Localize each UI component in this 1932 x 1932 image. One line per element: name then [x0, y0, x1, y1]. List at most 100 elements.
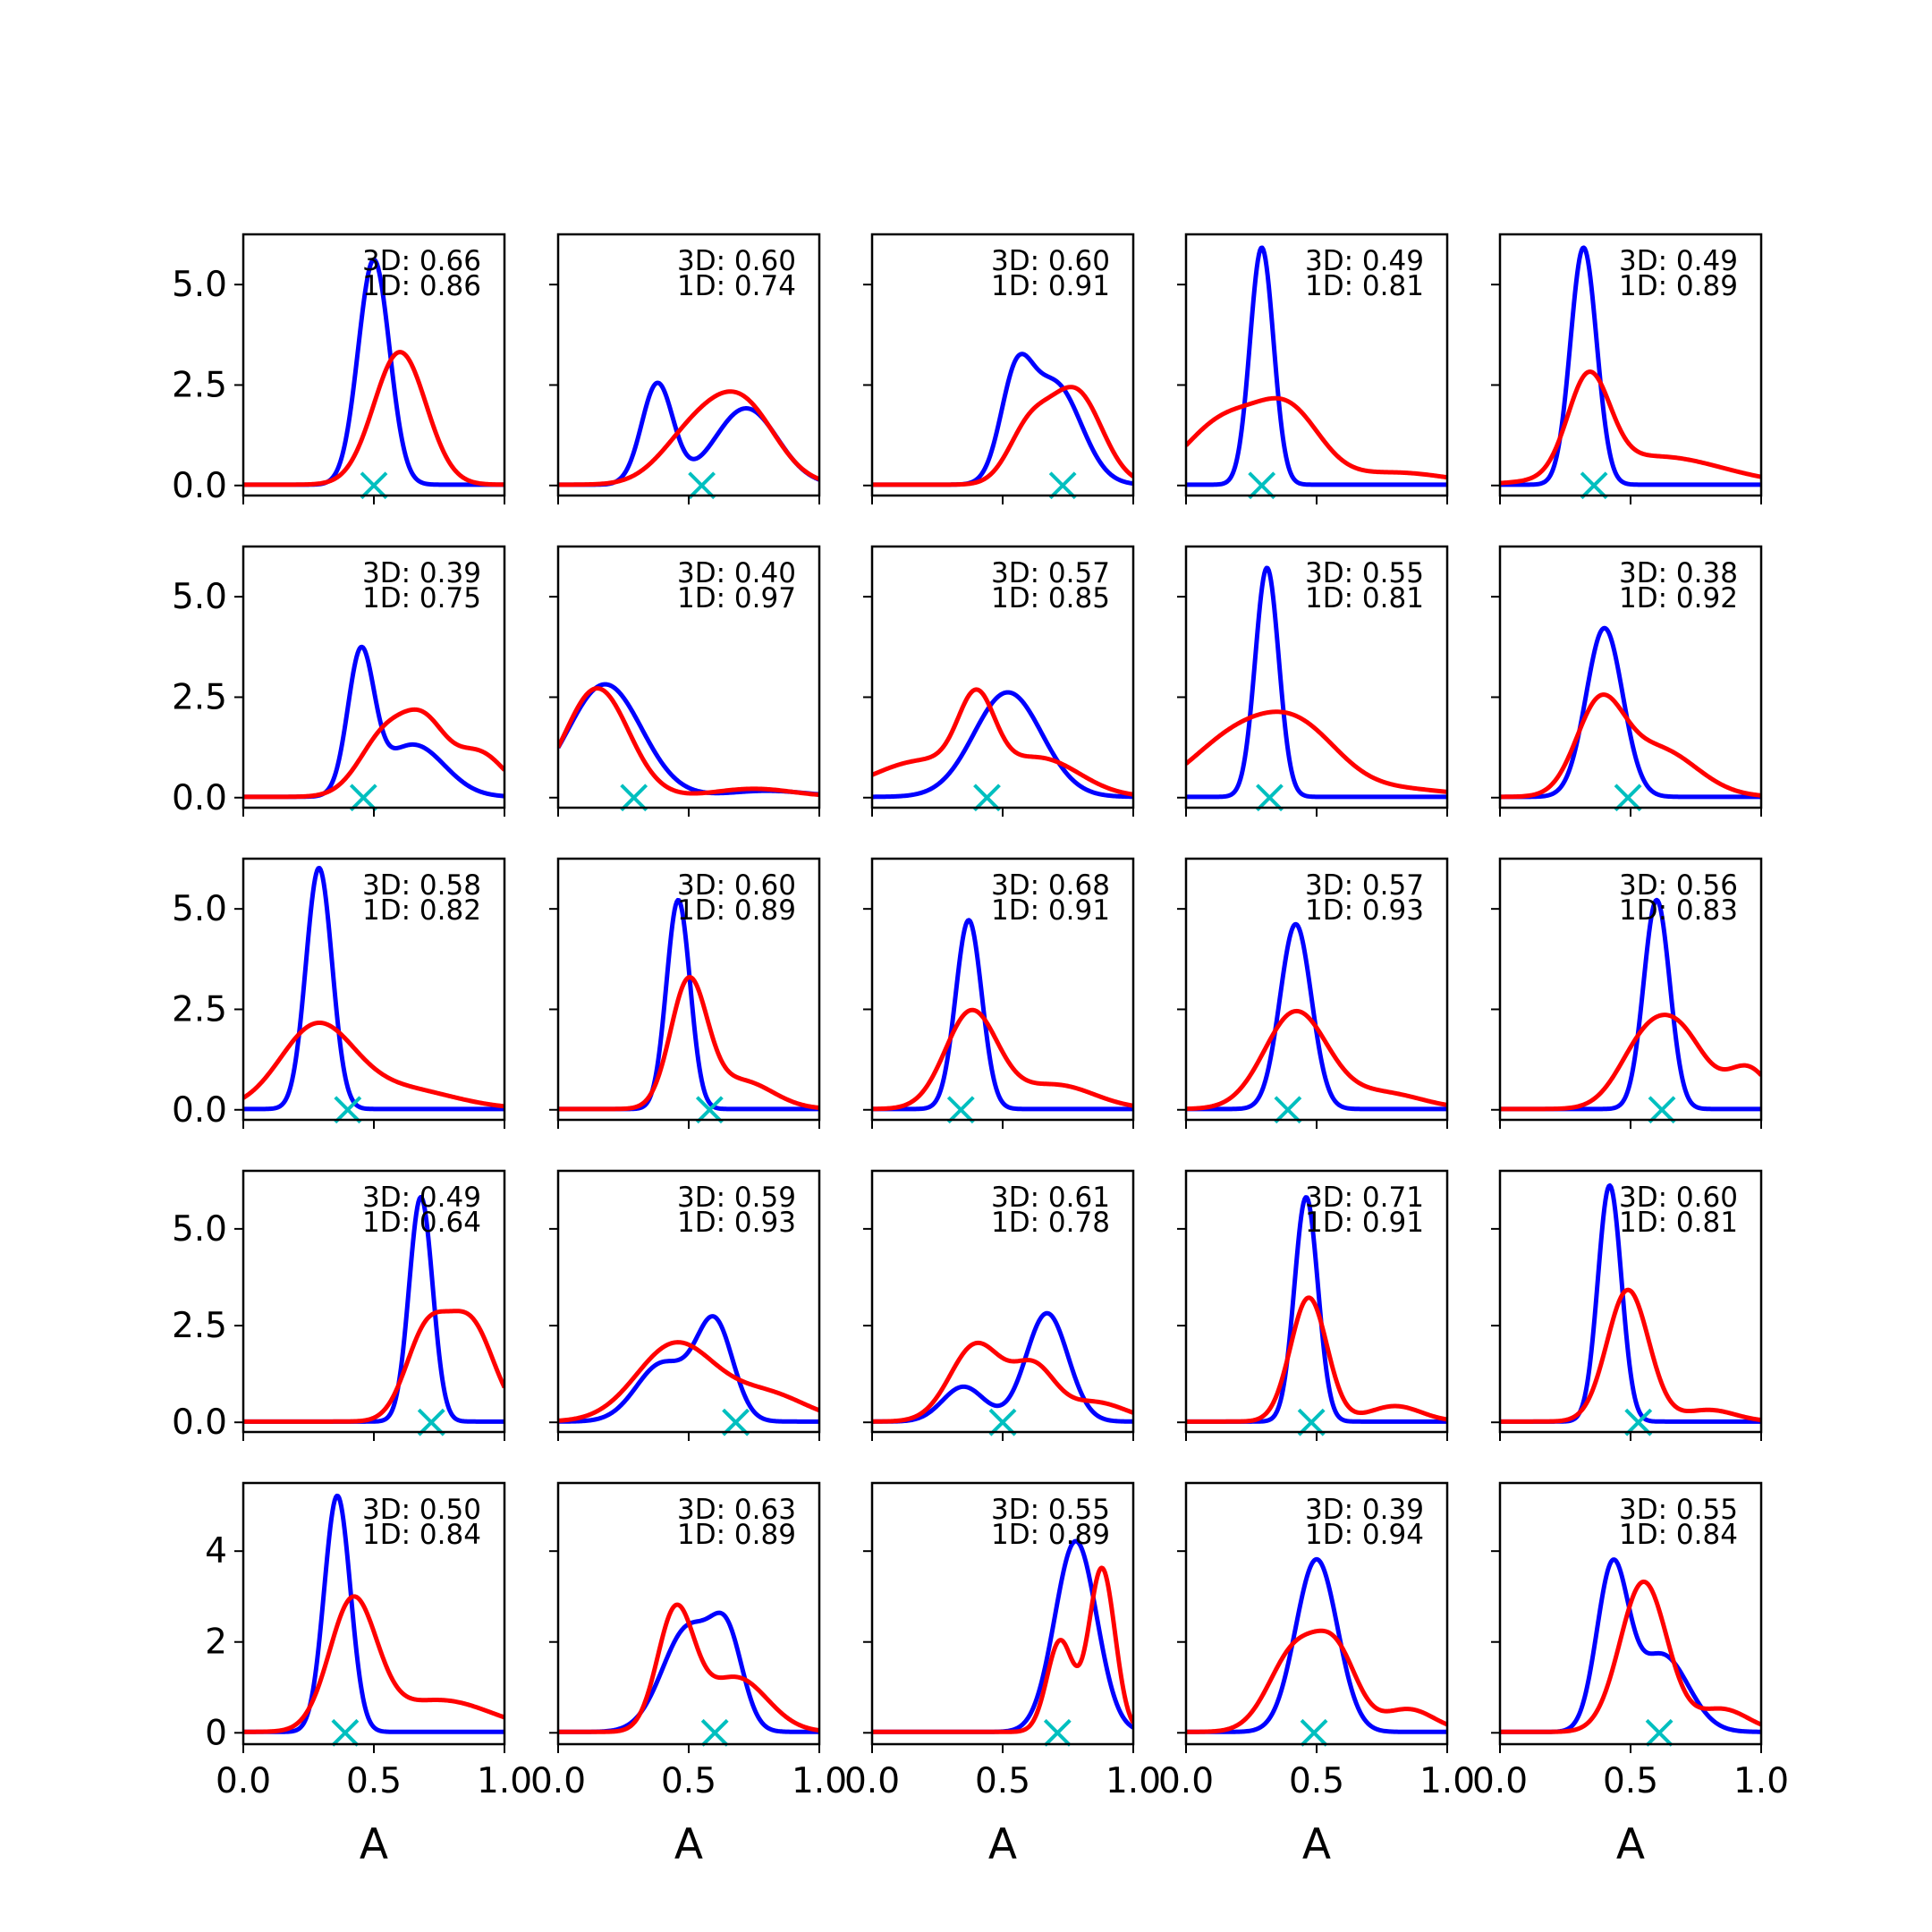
true-value-marker — [1580, 471, 1608, 500]
series-3d-line — [1500, 897, 1761, 1112]
y-tick-label: 0.0 — [172, 466, 227, 506]
y-tick-label: 2.5 — [172, 989, 227, 1030]
marker-stroke — [988, 1408, 1017, 1436]
true-value-marker — [1614, 784, 1642, 812]
series-1d-line — [1500, 1579, 1761, 1734]
x-tick-label: 0.5 — [661, 1761, 716, 1801]
marker-stroke — [1274, 1096, 1302, 1124]
series-3d-line — [1186, 921, 1447, 1112]
true-value-marker — [417, 1408, 445, 1436]
score-1d-label: 1D: 0.89 — [1619, 270, 1738, 302]
series-1d-line — [872, 1340, 1133, 1424]
score-3d-label: 3D: 0.38 — [1619, 557, 1738, 589]
series-3d-line — [243, 865, 504, 1112]
score-3d-label: 3D: 0.50 — [362, 1494, 481, 1526]
score-3d-label: 3D: 0.49 — [1619, 245, 1738, 277]
series-1d-line — [558, 1602, 819, 1734]
true-value-marker — [360, 471, 388, 500]
marker-stroke — [1048, 471, 1077, 500]
marker-stroke — [620, 784, 648, 812]
score-3d-label: 3D: 0.49 — [1305, 245, 1424, 277]
series-1d-line — [872, 1565, 1133, 1734]
x-tick-label: 1.0 — [1733, 1761, 1789, 1801]
score-1d-label: 1D: 0.97 — [677, 582, 796, 614]
series-3d-line — [1186, 565, 1447, 800]
score-3d-label: 3D: 0.71 — [1305, 1182, 1424, 1214]
y-tick-label: 2 — [205, 1623, 227, 1663]
score-3d-label: 3D: 0.49 — [362, 1182, 481, 1214]
series-3d-line — [872, 352, 1133, 487]
series-1d-line — [1186, 1008, 1447, 1112]
true-value-marker — [1248, 471, 1276, 500]
score-1d-label: 1D: 0.81 — [1619, 1207, 1738, 1239]
marker-stroke — [1614, 784, 1642, 812]
score-1d-label: 1D: 0.81 — [1305, 270, 1424, 302]
series-3d-line — [1500, 1557, 1761, 1734]
marker-stroke — [417, 1408, 445, 1436]
series-1d-line — [1500, 692, 1761, 800]
series-3d-line — [1186, 245, 1447, 487]
score-1d-label: 1D: 0.75 — [362, 582, 481, 614]
marker-stroke — [695, 1096, 724, 1124]
series-3d-line — [558, 897, 819, 1112]
x-axis-label: A — [674, 1820, 703, 1869]
series-1d-line — [872, 1007, 1133, 1112]
x-axis-label: A — [988, 1820, 1017, 1869]
true-value-marker — [1648, 1096, 1676, 1124]
series-1d-line — [1500, 1287, 1761, 1424]
x-axis-label: A — [1302, 1820, 1331, 1869]
score-3d-label: 3D: 0.57 — [991, 557, 1110, 589]
series-1d-line — [1186, 1295, 1447, 1424]
score-3d-label: 3D: 0.58 — [362, 869, 481, 902]
x-tick-label: 0.5 — [975, 1761, 1030, 1801]
score-1d-label: 1D: 0.74 — [677, 270, 796, 302]
score-1d-label: 1D: 0.91 — [991, 270, 1110, 302]
y-tick-label: 0.0 — [172, 778, 227, 818]
score-1d-label: 1D: 0.91 — [1305, 1207, 1424, 1239]
marker-stroke — [1297, 1408, 1326, 1436]
score-3d-label: 3D: 0.55 — [991, 1494, 1110, 1526]
marker-stroke — [1256, 784, 1284, 812]
score-1d-label: 1D: 0.84 — [1619, 1519, 1738, 1551]
series-3d-line — [1500, 625, 1761, 800]
series-1d-line — [1186, 1628, 1447, 1734]
x-tick-label: 0.0 — [530, 1761, 586, 1801]
series-3d-line — [872, 1310, 1133, 1424]
score-3d-label: 3D: 0.60 — [677, 869, 796, 902]
marker-stroke — [334, 1096, 362, 1124]
series-1d-line — [1186, 395, 1447, 480]
series-1d-line — [1500, 369, 1761, 486]
score-3d-label: 3D: 0.39 — [362, 557, 481, 589]
x-tick-label: 0.0 — [1472, 1761, 1528, 1801]
true-value-marker — [946, 1096, 975, 1124]
score-3d-label: 3D: 0.56 — [1619, 869, 1738, 902]
y-tick-label: 0.0 — [172, 1090, 227, 1131]
y-tick-label: 5.0 — [172, 1209, 227, 1250]
marker-stroke — [722, 1408, 750, 1436]
true-value-marker — [695, 1096, 724, 1124]
score-3d-label: 3D: 0.60 — [677, 245, 796, 277]
x-axis-label: A — [360, 1820, 388, 1869]
y-tick-label: 5.0 — [172, 577, 227, 617]
x-tick-label: 1.0 — [1419, 1761, 1475, 1801]
true-value-marker — [722, 1408, 750, 1436]
score-3d-label: 3D: 0.57 — [1305, 869, 1424, 902]
y-tick-label: 0 — [205, 1713, 227, 1753]
y-tick-label: 5.0 — [172, 889, 227, 929]
score-1d-label: 1D: 0.83 — [1619, 894, 1738, 927]
x-tick-label: 1.0 — [1106, 1761, 1161, 1801]
series-3d-line — [243, 644, 504, 800]
series-1d-line — [872, 385, 1133, 487]
